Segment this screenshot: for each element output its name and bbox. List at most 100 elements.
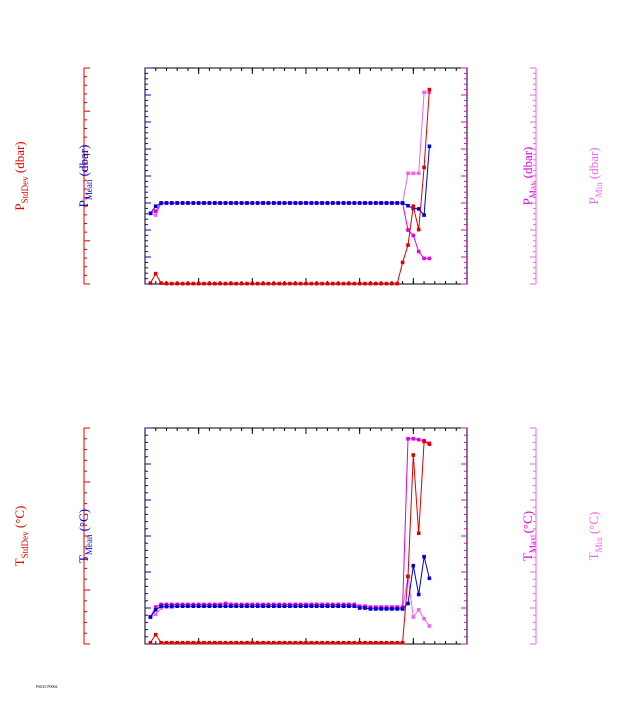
stddev-data-point bbox=[353, 641, 357, 645]
mean-data-point bbox=[326, 604, 330, 608]
mean-data-point bbox=[331, 201, 335, 205]
stddev-data-point bbox=[234, 641, 238, 645]
mean-data-point bbox=[245, 604, 249, 608]
temperature-chart: TStdDev (°C)TMean (°C)TMax (°C)TMin (°C) bbox=[12, 428, 604, 645]
stddev-data-point bbox=[369, 641, 373, 645]
mean-data-point bbox=[208, 201, 212, 205]
stddev-data-point bbox=[154, 272, 158, 276]
mean-data-point bbox=[224, 201, 228, 205]
stddev-data-point bbox=[245, 282, 249, 286]
stddev-data-point bbox=[283, 641, 287, 645]
stddev-series-line bbox=[150, 90, 429, 284]
mean-data-point bbox=[245, 201, 249, 205]
stddev-data-point bbox=[267, 282, 271, 286]
mean-axis-unit: (°C) bbox=[76, 509, 91, 535]
stddev-data-point bbox=[406, 575, 410, 579]
mean-data-point bbox=[347, 201, 351, 205]
stddev-data-point bbox=[288, 641, 292, 645]
mean-data-point bbox=[159, 201, 163, 205]
mean-data-point bbox=[240, 604, 244, 608]
stddev-series-line bbox=[150, 442, 429, 643]
stddev-data-point bbox=[422, 440, 426, 444]
max-data-point bbox=[428, 257, 432, 261]
mean-data-point bbox=[326, 201, 330, 205]
stddev-data-point bbox=[315, 282, 319, 286]
mean-data-point bbox=[299, 201, 303, 205]
stddev-data-point bbox=[422, 166, 426, 170]
stddev-data-point bbox=[358, 282, 362, 286]
stddev-data-point bbox=[175, 282, 179, 286]
stddev-data-point bbox=[385, 641, 389, 645]
mean-data-point bbox=[213, 201, 217, 205]
stddev-data-point bbox=[385, 282, 389, 286]
mean-data-point bbox=[288, 201, 292, 205]
stddev-data-point bbox=[175, 641, 179, 645]
stddev-data-point bbox=[417, 532, 421, 536]
mean-data-point bbox=[229, 604, 233, 608]
min-axis-symbol: T bbox=[586, 552, 601, 560]
stddev-data-point bbox=[272, 641, 276, 645]
stddev-data-point bbox=[165, 641, 169, 645]
mean-data-point bbox=[149, 212, 153, 216]
stddev-data-point bbox=[256, 641, 260, 645]
mean-data-point bbox=[283, 201, 287, 205]
mean-data-point bbox=[165, 604, 169, 608]
min-axis-symbol: P bbox=[586, 197, 601, 204]
mean-data-point bbox=[347, 604, 351, 608]
mean-data-point bbox=[202, 201, 206, 205]
mean-data-point bbox=[390, 201, 394, 205]
max-data-point bbox=[406, 437, 410, 441]
max-series-line bbox=[150, 439, 429, 617]
stddev-data-point bbox=[218, 282, 222, 286]
min-series-line bbox=[150, 577, 429, 627]
mean-data-point bbox=[363, 201, 367, 205]
stddev-data-point bbox=[417, 228, 421, 232]
stddev-data-point bbox=[412, 204, 416, 208]
stddev-data-point bbox=[358, 641, 362, 645]
stddev-data-point bbox=[224, 641, 228, 645]
min-data-point bbox=[417, 608, 421, 612]
stddev-data-point bbox=[412, 453, 416, 457]
stddev-data-point bbox=[406, 243, 410, 247]
mean-data-point bbox=[272, 201, 276, 205]
mean-data-point bbox=[170, 604, 174, 608]
mean-data-point bbox=[358, 606, 362, 610]
stddev-data-point bbox=[395, 282, 399, 286]
mean-data-point bbox=[234, 201, 238, 205]
mean-data-point bbox=[395, 201, 399, 205]
mean-data-point bbox=[192, 604, 196, 608]
min-series-line bbox=[150, 92, 429, 215]
mean-data-point bbox=[353, 201, 357, 205]
min-data-point bbox=[428, 624, 432, 628]
mean-data-point bbox=[181, 201, 185, 205]
stddev-axis-subscript: StdDev bbox=[20, 531, 30, 559]
mean-axis-label: PMean (dbar) bbox=[76, 145, 94, 208]
mean-data-point bbox=[374, 201, 378, 205]
stddev-data-point bbox=[401, 641, 405, 645]
mean-data-point bbox=[369, 201, 373, 205]
mean-data-point bbox=[272, 604, 276, 608]
min-axis-subscript: Min bbox=[594, 182, 604, 198]
mean-data-point bbox=[154, 608, 158, 612]
max-data-point bbox=[406, 228, 410, 232]
max-data-point bbox=[154, 209, 158, 213]
stddev-axis-unit: (dbar) bbox=[12, 141, 27, 176]
stddev-data-point bbox=[202, 282, 206, 286]
mean-data-point bbox=[251, 604, 255, 608]
stddev-data-point bbox=[186, 282, 190, 286]
mean-data-point bbox=[406, 602, 410, 606]
max-data-point bbox=[412, 234, 416, 238]
mean-data-point bbox=[149, 615, 153, 619]
min-data-point bbox=[417, 172, 421, 176]
stddev-data-point bbox=[251, 282, 255, 286]
mean-data-point bbox=[256, 604, 260, 608]
stddev-data-point bbox=[347, 641, 351, 645]
mean-data-point bbox=[401, 607, 405, 611]
stddev-data-point bbox=[229, 282, 233, 286]
mean-data-point bbox=[310, 201, 314, 205]
stddev-data-point bbox=[347, 282, 351, 286]
mean-data-point bbox=[181, 604, 185, 608]
stddev-data-point bbox=[186, 641, 190, 645]
stddev-data-point bbox=[401, 261, 405, 265]
mean-data-point bbox=[315, 604, 319, 608]
